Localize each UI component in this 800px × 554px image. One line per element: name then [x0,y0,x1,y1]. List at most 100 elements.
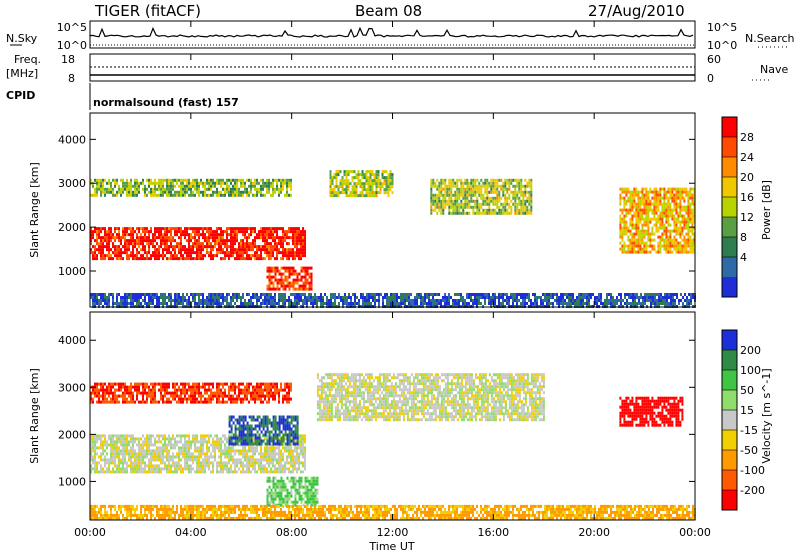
heatmap-cell [106,230,108,234]
heatmap-cell [691,199,694,203]
heatmap-cell [654,302,656,305]
heatmap-cell [454,184,457,188]
heatmap-cell [114,193,116,197]
heatmap-cell [130,440,132,444]
heatmap-cell [184,251,186,255]
heatmap-cell [464,205,467,209]
heatmap-cell [434,205,437,209]
heatmap-cell [106,467,108,471]
heatmap-cell [152,242,154,246]
heatmap-cell [118,440,120,444]
heatmap-cell [562,302,564,305]
heatmap-cell [248,293,250,296]
heatmap-cell [148,437,150,441]
heatmap-cell [635,214,638,218]
heatmap-cell [351,176,354,180]
heatmap-cell [672,293,674,296]
heatmap-cell [675,241,678,245]
freq-left-bottom-tick: 8 [68,72,75,85]
heatmap-cell [124,230,126,234]
heatmap-cell [184,440,186,444]
heatmap-cell [114,254,116,258]
heatmap-cell [472,299,474,302]
heatmap-cell [150,293,152,296]
heatmap-cell [568,302,570,305]
heatmap-cell [369,179,372,183]
heatmap-cell [214,302,216,305]
heatmap-cell [200,467,202,471]
heatmap-cell [294,272,297,276]
heatmap-cell [198,293,200,296]
heatmap-cell [689,226,692,230]
heatmap-cell [136,293,138,296]
heatmap-cell [508,299,510,302]
heatmap-cell [365,191,368,195]
heatmap-cell [280,178,282,182]
heatmap-cell [462,302,464,305]
heatmap-cell [116,446,118,450]
heatmap-cell [126,470,128,474]
heatmap-cell [452,193,455,197]
heatmap-cell [168,245,170,249]
heatmap-cell [302,227,304,231]
heatmap-cell [486,296,488,299]
heatmap-cell [126,446,128,450]
heatmap-cell [647,196,650,200]
heatmap-cell [172,227,174,231]
heatmap-cell [146,230,148,234]
heatmap-cell [418,293,420,296]
heatmap-cell [138,236,140,240]
heatmap-cell [333,173,336,177]
heatmap-cell [94,443,96,447]
heatmap-cell [106,245,108,249]
heatmap-cell [564,293,566,296]
heatmap-cell [232,461,234,465]
heatmap-cell [508,196,511,200]
heatmap-cell [144,184,146,188]
heatmap-cell [361,182,364,186]
heatmap-cell [174,440,176,444]
heatmap-cell [180,440,182,444]
heatmap-cell [172,245,174,249]
heatmap-cell [314,302,316,305]
power-colorbar-tick-label: 12 [740,211,754,224]
heatmap-cell [144,230,146,234]
heatmap-cell [358,302,360,305]
heatmap-cell [178,227,180,231]
heatmap-cell [354,299,356,302]
heatmap-cell [188,242,190,246]
heatmap-cell [128,248,130,252]
heatmap-cell [256,296,258,299]
heatmap-cell [160,467,162,471]
nsky-left-label: N.Sky [6,32,38,45]
heatmap-cell [206,227,208,231]
heatmap-cell [244,230,246,234]
heatmap-cell [224,181,226,185]
heatmap-cell [336,296,338,299]
heatmap-cell [184,236,186,240]
heatmap-cell [375,188,378,192]
heatmap-cell [558,302,560,305]
heatmap-cell [679,190,682,194]
heatmap-cell [164,187,166,191]
heatmap-cell [124,184,126,188]
heatmap-cell [480,193,483,197]
heatmap-cell [150,178,152,182]
heatmap-cell [658,296,660,299]
heatmap-cell [170,181,172,185]
heatmap-cell [552,302,554,305]
heatmap-cell [166,230,168,234]
heatmap-cell [683,220,686,224]
heatmap-cell [142,434,144,438]
heatmap-cell [116,449,118,453]
heatmap-cell [368,299,370,302]
heatmap-cell [192,467,194,471]
heatmap-cell [304,236,306,240]
heatmap-cell [266,287,269,291]
heatmap-cell [647,208,650,212]
heatmap-cell [675,247,678,251]
heatmap-cell [130,187,132,191]
heatmap-cell [134,239,136,243]
heatmap-cell [616,299,618,302]
heatmap-cell [414,302,416,305]
